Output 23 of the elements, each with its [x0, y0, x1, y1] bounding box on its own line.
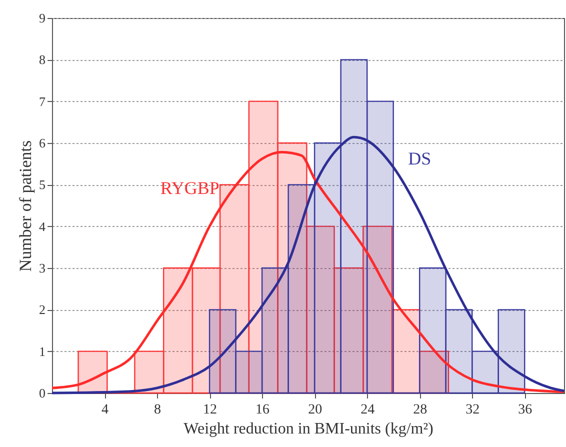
y-tick-label: 1	[39, 344, 46, 359]
y-tick-label: 8	[39, 52, 46, 68]
y-tick-label: 0	[39, 386, 46, 400]
x-tick-label: 24	[360, 402, 375, 418]
x-tick-label: 12	[203, 402, 218, 418]
x-tick-label: 36	[518, 402, 532, 418]
y-tick-label: 2	[39, 302, 46, 318]
y-tick-label: 7	[39, 94, 46, 109]
x-axis-title: Weight reduction in BMI-units (kg/m²)	[184, 420, 434, 438]
series-label: RYGBP	[160, 178, 220, 198]
x-tick-label: 28	[413, 402, 428, 418]
x-tick-label: 4	[102, 402, 109, 418]
y-tick-label: 6	[39, 136, 46, 150]
y-tick-label: 4	[39, 218, 46, 234]
x-tick-label: 20	[308, 402, 322, 418]
y-tick-label: 3	[39, 260, 46, 276]
y-axis-title: Number of patients	[16, 140, 35, 272]
x-tick-label: 8	[154, 402, 162, 418]
series-label: DS	[408, 148, 432, 169]
x-tick-label: 16	[256, 402, 270, 418]
y-tick-label: 9	[39, 10, 46, 26]
y-tick-label: 5	[39, 177, 46, 192]
x-tick-label: 32	[466, 402, 480, 418]
